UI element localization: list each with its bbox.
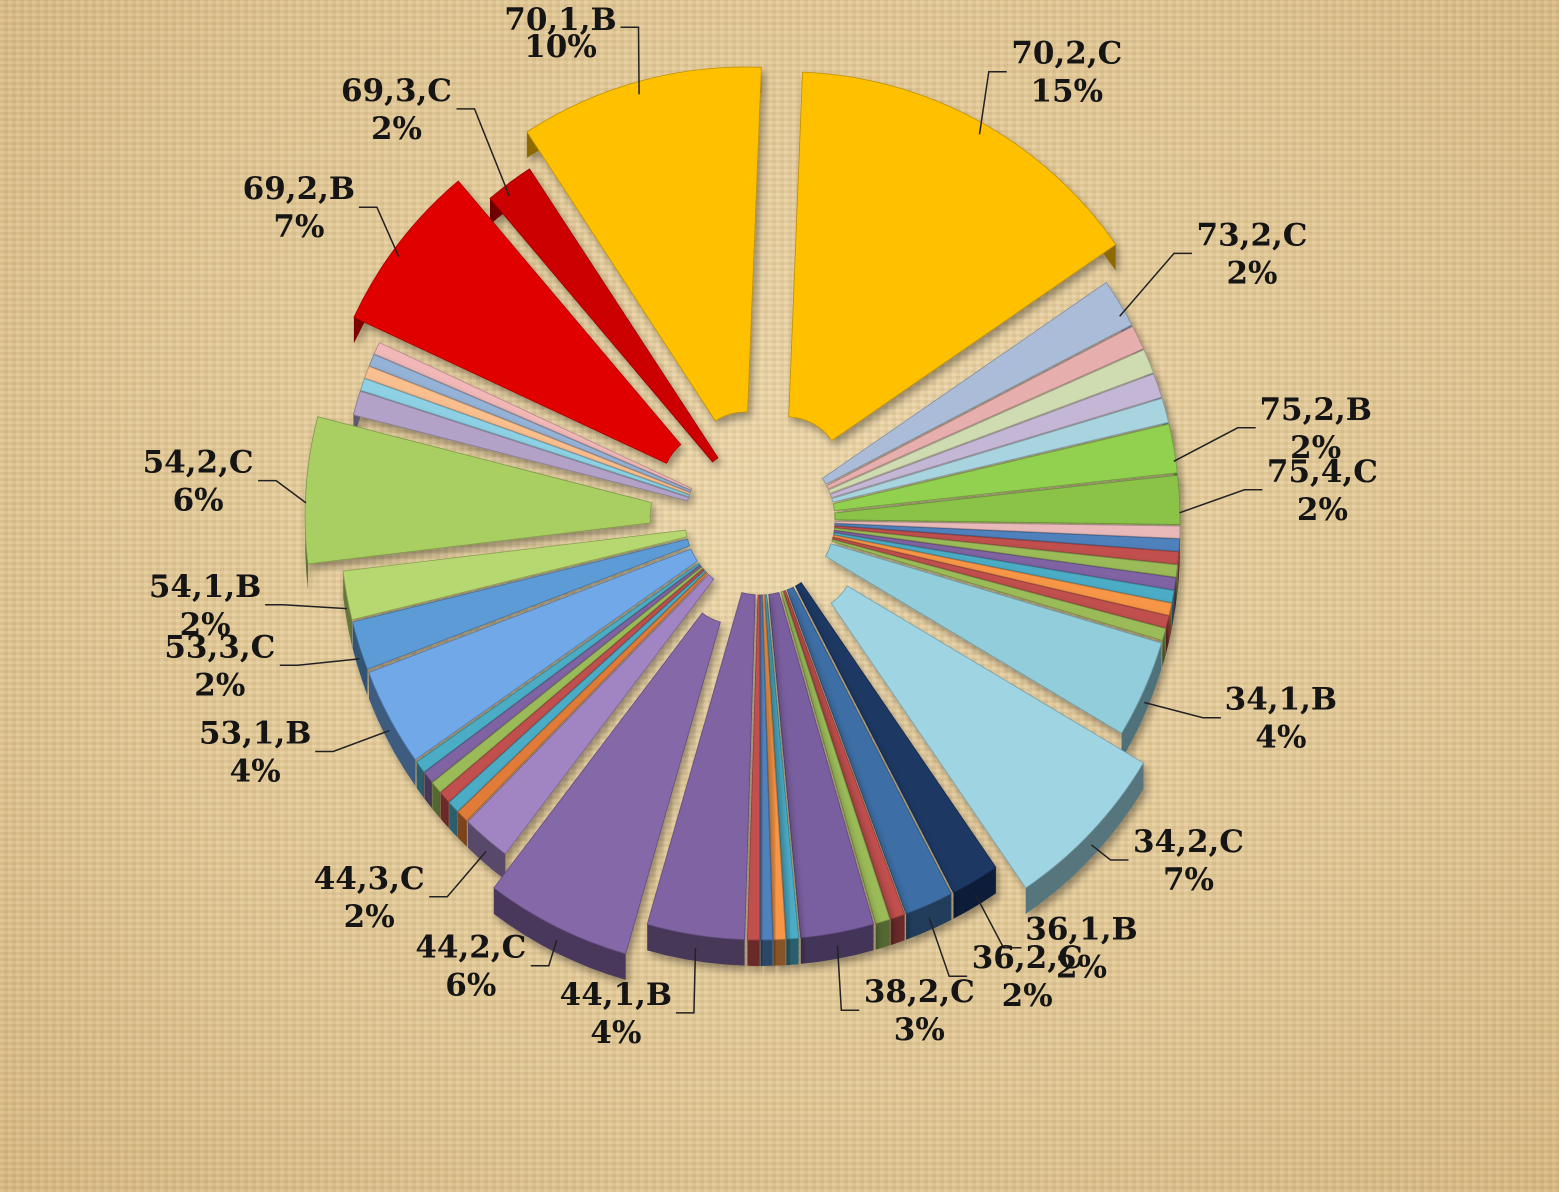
slice-label: 70,1,B <box>504 2 617 38</box>
pie-slice-unlabeled-24 <box>764 594 800 966</box>
slice-percent: 2% <box>1226 255 1277 291</box>
pie-slice-38-2-C <box>768 592 875 964</box>
slice-label: 38,2,C <box>864 974 975 1010</box>
slice-label: 75,2,B <box>1259 392 1372 428</box>
slice-percent: 4% <box>1255 720 1306 756</box>
slice-percent: 7% <box>273 209 324 245</box>
slice-label: 44,2,C <box>415 930 526 966</box>
leader-line <box>928 917 968 977</box>
pie-slice-unlabeled-26 <box>759 594 774 966</box>
slice-label: 36,1,B <box>1025 912 1138 948</box>
slice-label: 73,2,C <box>1197 217 1308 253</box>
slice-label: 36,2,C <box>972 940 1083 976</box>
pie-slice-unlabeled-33 <box>440 568 705 828</box>
leader-line <box>358 206 400 257</box>
leader-line <box>978 70 1007 135</box>
pie-slice-54-2-C <box>304 416 653 590</box>
leader-line <box>315 729 390 753</box>
pie-slice-44-3-C <box>467 574 715 880</box>
slice-label: 69,2,B <box>243 171 356 207</box>
slice-label: 54,1,B <box>149 569 262 605</box>
pie-slice-unlabeled-13 <box>833 532 1175 629</box>
pie-slice-unlabeled-16 <box>831 539 1167 667</box>
slice-percent: 2% <box>371 111 422 147</box>
slice-percent: 2% <box>1002 978 1053 1014</box>
leader-line <box>620 26 640 95</box>
pie-slice-75-4-C <box>834 474 1181 551</box>
slice-percent: 6% <box>445 968 496 1004</box>
slice-percent: 2% <box>1297 492 1348 528</box>
leader-line <box>974 893 1022 949</box>
pie-slice-34-2-C <box>830 585 1144 914</box>
leader-line <box>1090 844 1129 861</box>
slice-percent: 10% <box>524 29 597 65</box>
slice-percent: 2% <box>180 607 231 643</box>
pie-slice-34-1-B <box>824 543 1162 760</box>
slice-label: 34,2,C <box>1133 824 1244 860</box>
slice-percent: 2% <box>344 899 395 935</box>
pie-slice-unlabeled-9 <box>834 523 1180 578</box>
pie-slice-70-1-B <box>526 66 762 422</box>
slice-label: 69,3,C <box>341 73 452 109</box>
pie-slice-unlabeled-32 <box>448 570 707 838</box>
pie-slice-unlabeled-35 <box>423 564 702 809</box>
slice-label: 44,3,C <box>314 861 425 897</box>
slice-percent: 2% <box>194 667 245 703</box>
leader-line <box>1144 701 1221 719</box>
leader-line <box>1173 427 1256 462</box>
pie-slice-53-3-C <box>352 538 691 696</box>
leader-line <box>530 939 558 967</box>
slice-percent: 7% <box>1163 862 1214 898</box>
pie-slice-unlabeled-36 <box>416 562 701 798</box>
slice-percent: 2% <box>1056 950 1107 986</box>
leader-line <box>429 850 487 898</box>
slice-label: 53,1,B <box>199 716 312 752</box>
leader-line <box>258 479 307 504</box>
pie-slice-69-2-B <box>353 180 682 464</box>
pie-slice-unlabeled-14 <box>832 534 1173 642</box>
slice-label: 54,2,C <box>143 445 254 481</box>
leader-line <box>265 604 347 610</box>
slice-percent: 2% <box>1290 430 1341 466</box>
pie-slice-unlabeled-11 <box>833 527 1179 604</box>
pie-slice-36-2-C <box>786 586 952 940</box>
pie-slice-70-2-C <box>788 71 1117 442</box>
pie-slice-unlabeled-8 <box>834 520 1181 565</box>
leader-line <box>456 108 510 197</box>
pie-slice-unlabeled-25 <box>762 594 787 966</box>
pie-slice-36-1-B <box>794 582 997 919</box>
pie-slice-unlabeled-10 <box>834 525 1180 591</box>
slice-percent: 15% <box>1030 74 1103 110</box>
leader-line <box>675 947 697 1014</box>
slice-label: 44,1,B <box>560 977 673 1013</box>
slice-percent: 4% <box>590 1015 641 1051</box>
pie-slice-unlabeled-31 <box>457 571 709 847</box>
slice-percent: 6% <box>173 483 224 519</box>
pie-slice-53-1-B <box>368 548 698 786</box>
slice-label: 53,3,C <box>164 629 275 665</box>
leader-line <box>279 658 360 667</box>
slice-percent: 3% <box>894 1012 945 1048</box>
pie-slice-unlabeled-12 <box>833 530 1177 616</box>
pie-slice-unlabeled-21 <box>783 590 906 946</box>
slice-label: 75,4,C <box>1267 454 1378 490</box>
slice-percent: 4% <box>230 754 281 790</box>
leader-lines <box>258 26 1263 1014</box>
pie-slice-54-1-B <box>342 529 688 646</box>
slice-label: 34,1,B <box>1225 682 1338 718</box>
leader-line <box>1179 489 1263 514</box>
leader-line <box>1119 252 1192 317</box>
slice-labels: 70,2,C15%73,2,C2%75,2,B2%75,4,C2%34,1,B4… <box>143 2 1378 1051</box>
slice-label: 70,2,C <box>1011 36 1122 72</box>
pie-slice-69-3-C <box>489 168 719 463</box>
pie-slice-unlabeled-27 <box>746 594 761 966</box>
pie-slice-unlabeled-15 <box>832 536 1170 654</box>
pie-slice-44-1-B <box>646 592 756 966</box>
pie-slice-44-2-C <box>493 612 721 980</box>
pie-slices <box>304 66 1181 980</box>
pie-slice-unlabeled-34 <box>431 566 704 819</box>
pie-slice-unlabeled-22 <box>780 590 891 950</box>
leader-line <box>836 945 860 1011</box>
